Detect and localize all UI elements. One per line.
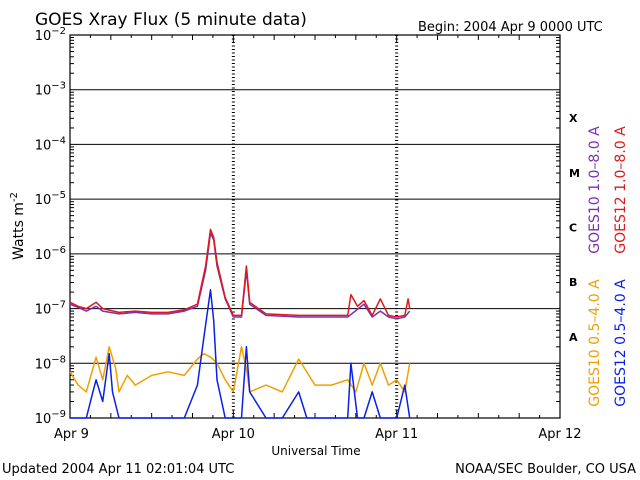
- y-tick-base: 10: [35, 248, 52, 263]
- chart-title: GOES Xray Flux (5 minute data): [35, 10, 307, 30]
- legend: GOES10 1.0–8.0 A GOES12 1.0–8.0 A GOES10 0…: [587, 126, 629, 407]
- y-tick-label: 10−9: [35, 409, 66, 427]
- series-line-2: [69, 228, 411, 318]
- y-tick-exp: −9: [51, 409, 66, 420]
- y-tick-exp: −3: [51, 81, 66, 92]
- flare-class-m: M: [569, 167, 580, 180]
- series-line-3: [69, 346, 411, 393]
- y-tick-exp: −6: [51, 245, 66, 256]
- x-tick-labels: Apr 9 Apr 10 Apr 11 Apr 12: [54, 427, 582, 442]
- updated-label: Updated 2004 Apr 11 02:01:04 UTC: [2, 462, 234, 477]
- y-tick-label: 10−8: [35, 354, 66, 372]
- y-tick-exp: −4: [51, 135, 66, 146]
- y-tick-exp: −5: [51, 190, 66, 201]
- y-tick-label: 10−2: [35, 26, 66, 44]
- flare-class-c: C: [569, 222, 577, 235]
- legend-entry-3: GOES10 0.5–4.0 A: [587, 279, 603, 407]
- y-tick-base: 10: [35, 303, 52, 318]
- axis-ticks: [69, 35, 561, 418]
- flare-class-labels: X M C B A: [569, 112, 580, 344]
- legend-entry-1: GOES10 1.0–8.0 A: [587, 126, 603, 254]
- y-tick-base: 10: [35, 193, 52, 208]
- y-axis-label-text: Watts m: [11, 202, 27, 260]
- plot-frame: [69, 34, 561, 419]
- y-axis-label: Watts m-2: [9, 192, 27, 260]
- y-tick-label: 10−4: [35, 135, 66, 153]
- series-line-4: [70, 289, 411, 419]
- y-tick-label: 10−6: [35, 245, 66, 263]
- y-tick-base: 10: [35, 138, 52, 153]
- y-tick-base: 10: [35, 29, 52, 44]
- y-tick-label: 10−5: [35, 190, 66, 208]
- grid-lines: [70, 35, 560, 418]
- y-tick-base: 10: [35, 84, 52, 99]
- data-series: [69, 228, 411, 419]
- y-tick-labels: 10−210−310−410−510−610−710−810−9: [35, 26, 66, 427]
- y-tick-exp: −7: [51, 300, 66, 311]
- begin-label: Begin: 2004 Apr 9 0000 UTC: [418, 20, 603, 35]
- y-tick-exp: −8: [51, 354, 66, 365]
- flare-class-a: A: [569, 331, 578, 344]
- x-axis-label: Universal Time: [271, 444, 360, 458]
- y-tick-base: 10: [35, 412, 52, 427]
- y-tick-base: 10: [35, 357, 52, 372]
- x-tick-label: Apr 11: [375, 427, 418, 442]
- y-axis-label-sup: -2: [9, 192, 20, 202]
- flare-class-b: B: [569, 276, 577, 289]
- x-tick-label: Apr 9: [54, 427, 89, 442]
- credit-label: NOAA/SEC Boulder, CO USA: [455, 462, 636, 477]
- x-tick-label: Apr 10: [212, 427, 255, 442]
- x-tick-label: Apr 12: [538, 427, 581, 442]
- y-tick-label: 10−7: [35, 300, 66, 318]
- y-tick-exp: −2: [51, 26, 66, 37]
- y-tick-label: 10−3: [35, 81, 66, 99]
- legend-entry-2: GOES12 1.0–8.0 A: [613, 126, 629, 254]
- legend-entry-4: GOES12 0.5–4.0 A: [613, 279, 629, 407]
- flare-class-x: X: [569, 112, 578, 125]
